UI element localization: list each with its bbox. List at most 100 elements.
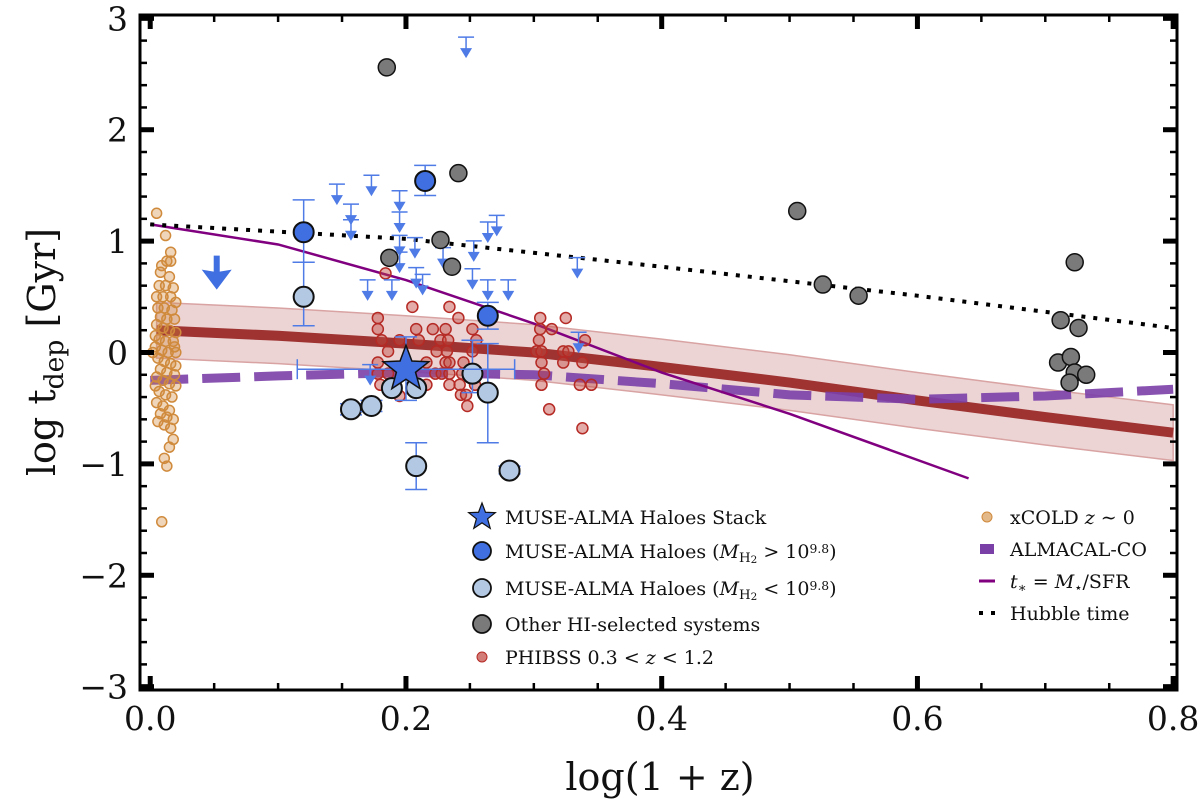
legend-circle-icon <box>472 578 492 598</box>
legend-dash-icon <box>980 544 994 554</box>
xcold-point <box>170 360 182 372</box>
legend-star-icon <box>467 501 497 530</box>
other-hi-point <box>449 163 468 183</box>
label-part: M <box>719 541 740 563</box>
upper-limit-arrow <box>406 236 423 259</box>
phibss-point <box>430 345 443 358</box>
xcold-point <box>163 441 176 453</box>
legend-entry-hubble: Hubble time <box>979 603 1129 625</box>
phibss-point <box>576 356 589 369</box>
legend-entry-tstar: t∗ = M⋆/SFR <box>979 571 1130 596</box>
xcold-point <box>159 229 172 242</box>
phibss-point <box>371 311 385 325</box>
label-part: ∗ <box>1018 581 1027 596</box>
other-hi-point <box>1069 318 1088 338</box>
phibss-point <box>573 378 587 392</box>
y-tick-label: 2 <box>107 111 128 150</box>
label-part: dep <box>39 340 70 390</box>
upper-limit-head <box>416 285 429 296</box>
label-part: H <box>739 588 751 603</box>
upper-limit-head <box>408 248 421 259</box>
upper-limit-head <box>330 195 343 206</box>
phibss-point <box>545 322 558 336</box>
label-part: [Gyr] <box>20 228 64 340</box>
phibss-point <box>466 322 479 336</box>
muse-low-marker <box>405 455 428 478</box>
legend-label: MUSE-ALMA Haloes (MH2 < 109.8) <box>505 578 837 603</box>
legend-label: xCOLD z ∼ 0 <box>1010 507 1135 529</box>
other-hi-point <box>442 257 462 276</box>
upper-limit-arrow <box>391 211 408 233</box>
y-tick-label: 0 <box>107 334 128 373</box>
label-part: MUSE-ALMA Haloes Stack <box>505 507 767 529</box>
upper-limit-head <box>361 290 374 301</box>
xcold-point <box>163 377 176 390</box>
phibss-point <box>371 356 385 369</box>
upper-limit-arrow <box>391 190 408 212</box>
xcold-point <box>170 380 182 392</box>
legend-entry-other_hi: Other HI-selected systems <box>472 614 760 636</box>
upper-limit-head <box>502 290 515 301</box>
phibss-point <box>452 311 465 325</box>
xcold-point <box>168 369 181 381</box>
phibss-point <box>535 378 548 392</box>
label-part: log t <box>20 389 64 476</box>
muse-low-marker <box>476 381 499 404</box>
label-part: ∼ 0 <box>1095 507 1135 529</box>
other-hi-point <box>1060 373 1079 392</box>
legend-label: MUSE-ALMA Haloes (MH2 > 109.8) <box>505 541 837 566</box>
other-hi-point <box>1065 253 1084 272</box>
y-tick-label: −2 <box>79 556 128 595</box>
legend-entry-stack: MUSE-ALMA Haloes Stack <box>467 501 767 530</box>
legend-dot-icon <box>476 651 488 663</box>
phibss-point <box>537 367 551 380</box>
legend-entry-muse_high: MUSE-ALMA Haloes (MH2 > 109.8) <box>472 541 837 566</box>
phibss-point <box>562 345 575 358</box>
upper-limit-head <box>364 375 377 386</box>
phibss-point <box>406 300 419 314</box>
label-part: ) <box>829 541 836 563</box>
phibss-point <box>542 403 556 416</box>
phibss-point <box>459 388 473 402</box>
upper-limit-head <box>460 48 473 59</box>
other-hi-point <box>849 286 868 305</box>
upper-limit-arrow <box>464 268 481 290</box>
xcold-point <box>164 246 177 259</box>
muse-high-point <box>414 164 437 197</box>
xcold-point <box>157 322 169 334</box>
legend-dot-icon <box>981 511 993 523</box>
muse-high-point <box>476 301 499 330</box>
label-part: 9.8 <box>809 579 829 593</box>
label-part: < 1.2 <box>656 647 714 669</box>
other-hi-point <box>380 248 399 268</box>
phibss-point <box>585 378 598 392</box>
xcold-point <box>164 255 177 267</box>
legend-label: Hubble time <box>1010 603 1129 625</box>
label-part: xCOLD <box>1010 507 1085 529</box>
phibss-point <box>533 311 547 325</box>
label-part: M <box>719 578 740 600</box>
xcold-point <box>152 415 164 428</box>
phibss-point <box>533 322 547 336</box>
label-part: /SFR <box>1082 571 1130 593</box>
other-hi-point <box>377 58 397 77</box>
xcold-point <box>158 419 171 431</box>
phibss-point <box>439 322 452 336</box>
upper-limit-arrow <box>479 221 496 243</box>
phibss-point <box>578 333 592 347</box>
muse-high-marker <box>292 221 315 244</box>
muse-high-marker <box>414 169 437 192</box>
xcold-point <box>150 396 163 409</box>
upper-limit-head <box>365 186 378 197</box>
label-part: ⋆ <box>1074 581 1082 596</box>
x-axis-label: log(1 + z) <box>565 755 754 799</box>
phibss-point <box>441 333 455 347</box>
upper-limit-arrow <box>479 279 496 301</box>
x-tick-label: 0.0 <box>124 699 176 738</box>
other-hi-point <box>1061 347 1081 367</box>
label-part: z <box>645 647 657 669</box>
upper-limit-arrow <box>465 240 482 262</box>
label-part: MUSE-ALMA Haloes ( <box>505 541 720 563</box>
upper-limit-head <box>572 343 585 354</box>
phibss-point <box>453 378 466 392</box>
